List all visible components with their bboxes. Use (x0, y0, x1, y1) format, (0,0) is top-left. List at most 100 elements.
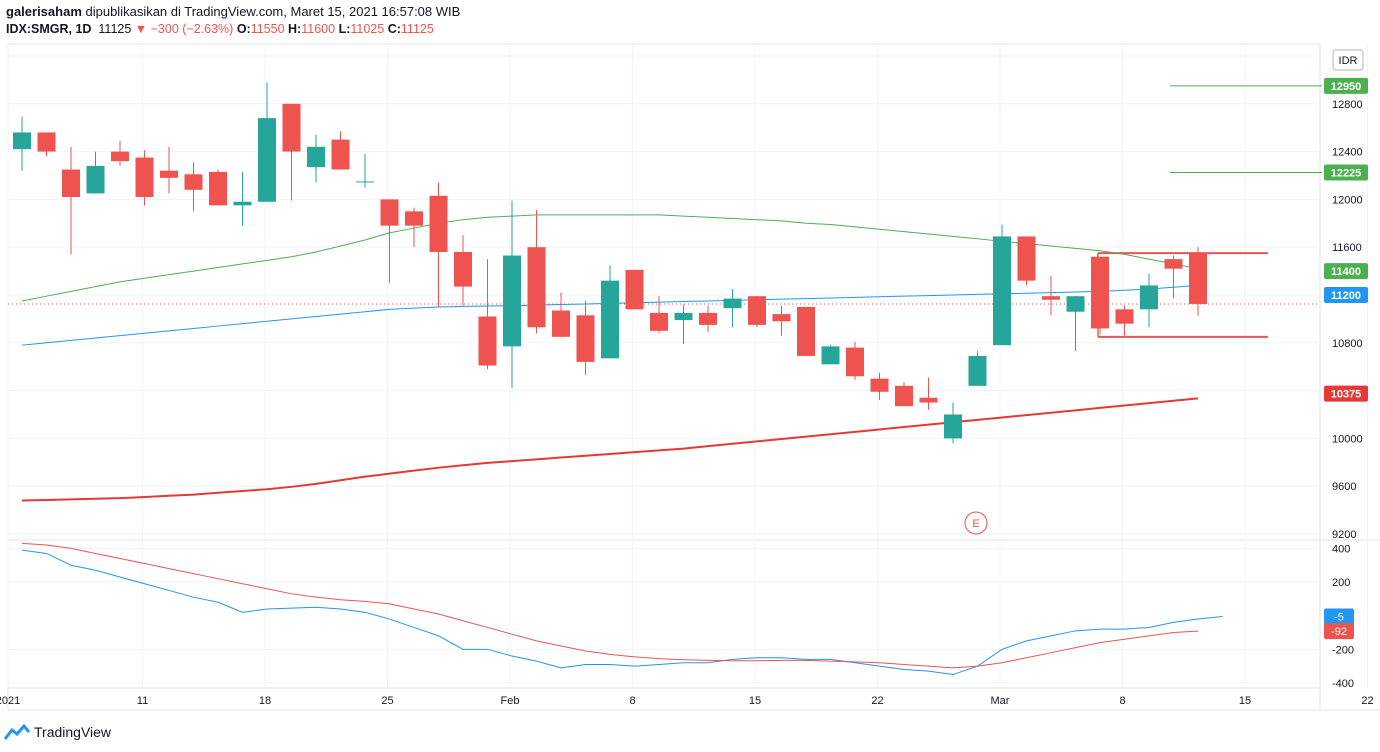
candle-body (62, 169, 80, 197)
price-label-badge (1324, 263, 1368, 280)
candle-body (209, 171, 227, 206)
osc-tick: 200 (1332, 577, 1350, 589)
candle-body (1091, 256, 1109, 329)
price-label-badge (1324, 164, 1368, 181)
event-marker-label: E (972, 518, 979, 530)
candle-body (454, 251, 472, 287)
candle-body (282, 103, 301, 152)
price-tick: 9600 (1332, 481, 1356, 493)
candle-body (86, 165, 105, 194)
ohlc-legend: IDX:SMGR, 1D 11125 ▼ −300 (−2.63%) O:115… (6, 22, 434, 36)
time-tick: 22 (871, 695, 883, 707)
candle-body (37, 132, 56, 152)
candle-body (527, 247, 546, 328)
close-value: 11125 (400, 22, 434, 36)
high-label: H: (288, 22, 302, 36)
time-tick: 18 (259, 695, 271, 707)
candle-body (1042, 296, 1060, 300)
price-tick: 11600 (1332, 242, 1362, 254)
tradingview-logo-icon (4, 724, 30, 740)
price-tick: 9200 (1332, 529, 1356, 541)
tradingview-logo[interactable]: TradingView (4, 724, 111, 740)
chart-frame (7, 43, 1321, 689)
candle-body (993, 236, 1011, 346)
candle-body (1115, 309, 1134, 324)
candle-body (772, 314, 791, 322)
price-tick: 12800 (1332, 99, 1363, 111)
price-label: 11200 (1331, 290, 1361, 302)
price-tick: 12400 (1332, 147, 1363, 159)
osc-label-badge (1324, 608, 1354, 625)
osc-label: -5 (1334, 612, 1344, 624)
candle-body (331, 139, 350, 170)
osc-tick: -200 (1332, 644, 1354, 656)
price-label: 12225 (1331, 167, 1362, 179)
time-tick: 22 (1361, 695, 1373, 707)
candle-body (13, 132, 31, 150)
currency-badge (1332, 49, 1364, 71)
candle-body (1189, 253, 1207, 304)
publish-info: galerisaham dipublikasikan di TradingVie… (6, 4, 460, 19)
last-price: 11125 (98, 22, 132, 36)
time-tick: 11 (137, 695, 148, 707)
tradingview-brand: TradingView (34, 724, 112, 740)
candle-body (429, 195, 448, 252)
candle-body (797, 306, 815, 356)
candle-body (625, 269, 644, 310)
publish-text: dipublikasikan di TradingView.com, Maret… (85, 4, 461, 19)
candle-body (1140, 285, 1158, 310)
candle-body (870, 378, 889, 392)
price-label: 12950 (1331, 81, 1362, 93)
time-tick: 8 (1119, 695, 1125, 707)
candle-body (478, 316, 497, 366)
high-value: 11600 (301, 22, 336, 36)
price-tick: 10000 (1332, 433, 1363, 445)
price-label: 10375 (1331, 389, 1362, 401)
close-label: C: (387, 22, 401, 36)
oscillator-fast-line (21, 549, 1223, 676)
low-value: 11025 (350, 22, 385, 36)
candle-body (846, 347, 864, 377)
candle-body (1017, 236, 1036, 281)
time-tick: 8 (629, 695, 635, 707)
candle-body (503, 255, 521, 347)
author-name: galerisaham (6, 4, 82, 19)
open-label: O: (236, 22, 251, 36)
candle-body (1066, 296, 1085, 312)
price-label-badge (1324, 77, 1368, 94)
candle-body (111, 151, 129, 162)
candle-body (968, 355, 987, 386)
currency-label: IDR (1339, 55, 1358, 67)
candle-body (405, 211, 423, 226)
time-tick: 25 (381, 695, 393, 707)
price-label-badge (1324, 286, 1368, 303)
osc-tick: -400 (1332, 678, 1354, 690)
osc-label: -92 (1331, 626, 1347, 638)
candle-body (258, 118, 276, 202)
candle-body (135, 157, 154, 197)
price-change: ▼ −300 (−2.63%) (134, 22, 234, 36)
candle-body (576, 315, 595, 362)
time-tick: 2021 (0, 695, 20, 707)
candle-body (307, 146, 325, 168)
candle-body (723, 298, 742, 309)
moving-average-ma-long (21, 397, 1199, 502)
price-label-badge (1324, 385, 1368, 402)
candle-body (674, 312, 693, 321)
time-tick: Mar (991, 695, 1010, 707)
low-label: L: (338, 22, 351, 36)
candle-body (160, 170, 178, 178)
candle-body (944, 414, 962, 439)
candle-body (601, 280, 619, 359)
time-tick: 15 (1239, 695, 1251, 707)
event-marker-icon (964, 511, 988, 535)
candle-body (233, 201, 252, 206)
oscillator-slow-line (21, 542, 1199, 669)
candle-body (895, 385, 913, 407)
price-label: 11400 (1331, 266, 1361, 278)
candle-body (699, 312, 717, 325)
open-value: 11550 (250, 22, 285, 36)
candle-body (184, 174, 203, 190)
price-tick: 12000 (1332, 194, 1363, 206)
